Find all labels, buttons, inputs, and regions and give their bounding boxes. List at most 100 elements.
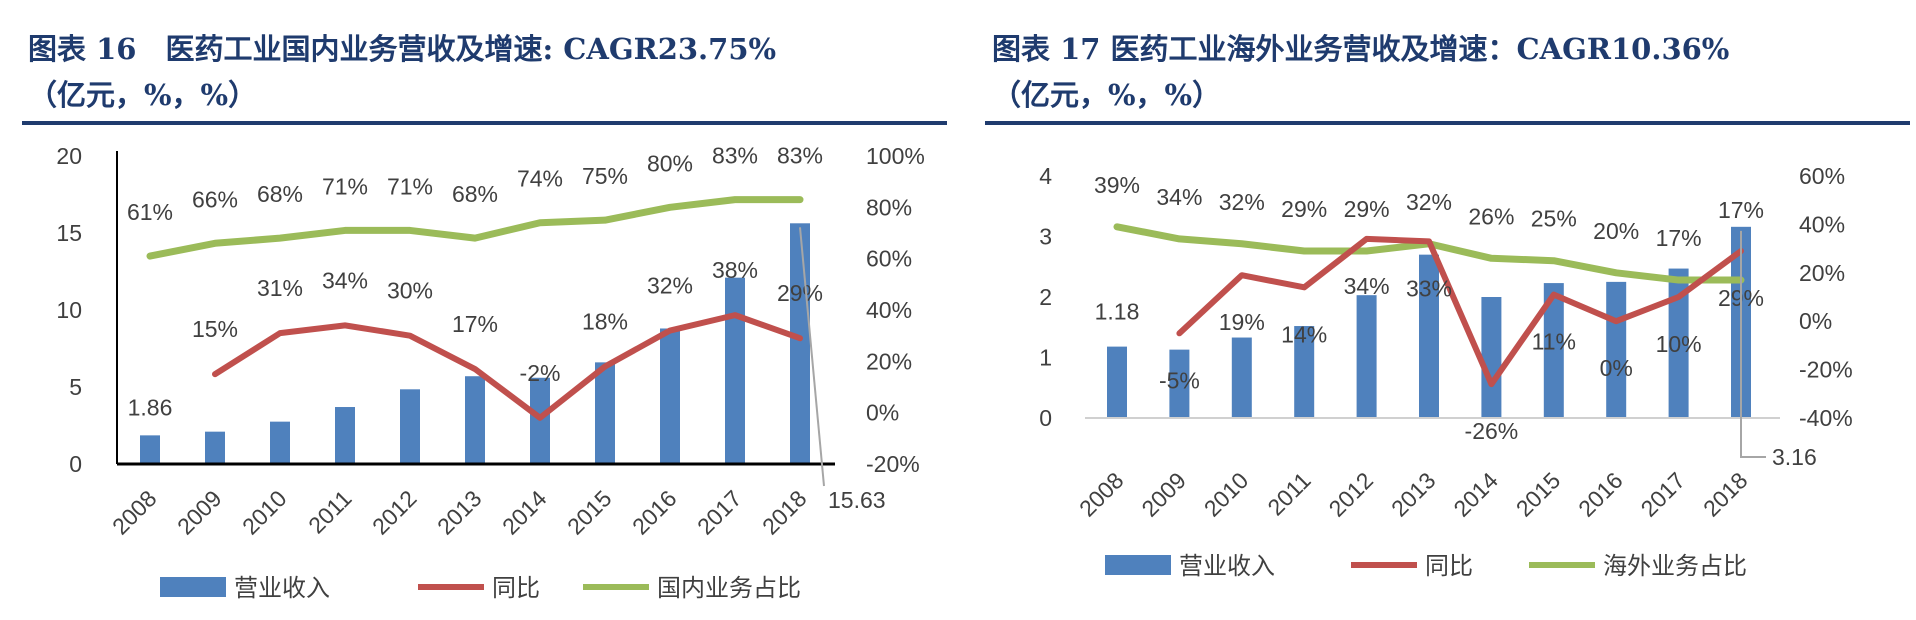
chart-17-bar-2017: [1668, 268, 1689, 418]
chart-17-title: 图表 17 医药工业海外业务营收及增速：CAGR10.36%: [992, 32, 1730, 66]
chart-17-share-label: 17%: [1656, 225, 1702, 251]
chart-17-left-tick-label: 4: [1039, 163, 1052, 189]
chart-16-share-label: 68%: [257, 181, 303, 207]
chart-16-share-label: 61%: [127, 199, 173, 225]
chart-16-bar-2009: [205, 431, 225, 464]
chart-17-yoy-label: 0%: [1600, 355, 1633, 381]
chart-17-bar-2013: [1419, 254, 1439, 418]
chart-16-left-tick-label: 10: [56, 297, 82, 323]
chart-17-x-tick-label: 2009: [1136, 467, 1191, 522]
chart-16-yoy-label: 29%: [777, 280, 823, 306]
chart-17-share-label: 39%: [1094, 172, 1140, 198]
chart-16-right-tick-label: 20%: [866, 348, 912, 374]
chart-17-right-tick-label: -40%: [1799, 405, 1853, 431]
chart-17-bar-2015: [1543, 283, 1564, 418]
chart-17-yoy-label: -26%: [1465, 418, 1519, 444]
chart-16-x-tick-label: 2012: [367, 485, 422, 540]
chart-16-yoy-label: 18%: [582, 308, 628, 334]
chart-17-left-tick-label: 0: [1039, 405, 1052, 431]
chart-16-yoy-label: 17%: [452, 311, 498, 337]
chart-17-bar-2008: [1107, 346, 1127, 418]
chart-16-x-tick-label: 2013: [432, 485, 487, 540]
chart-17-unit: （亿元，%，%）: [992, 78, 1222, 112]
chart-17-left-tick-label: 3: [1039, 224, 1052, 250]
chart-17-x-tick-label: 2008: [1074, 467, 1129, 522]
chart-16-share-line: [146, 196, 804, 260]
chart-16-share-label: 71%: [322, 173, 368, 199]
chart-16-yoy-line: [212, 312, 803, 421]
chart-17-right-tick-label: 60%: [1799, 163, 1845, 189]
chart-17-x-tick-label: 2013: [1386, 467, 1441, 522]
chart-17-x-tick-label: 2018: [1698, 467, 1753, 522]
chart-16-bar-2012: [400, 389, 420, 464]
chart-17-share-label: 32%: [1406, 189, 1452, 215]
chart-16-bar-label-first: 1.86: [128, 394, 173, 420]
chart-16-yoy-label: 32%: [647, 273, 693, 299]
chart-17-share-label: 34%: [1156, 184, 1202, 210]
chart-17-right-tick-label: -20%: [1799, 357, 1853, 383]
chart-16-legend-bar-label: 营业收入: [234, 575, 330, 602]
chart-17-yoy-label: 34%: [1344, 273, 1390, 299]
chart-17-share-label: 25%: [1531, 206, 1577, 232]
chart-17-x-tick-label: 2012: [1324, 467, 1379, 522]
chart-17-yoy-label: 14%: [1281, 321, 1327, 347]
chart-17-bar-2012: [1356, 295, 1377, 418]
chart-17-x-tick-label: 2011: [1262, 467, 1315, 520]
chart-16-x-tick-label: 2014: [497, 485, 552, 540]
chart-16-right-tick-label: 80%: [866, 194, 912, 220]
chart-17-legend-share-label: 海外业务占比: [1603, 553, 1747, 580]
chart-16-right-tick-label: -20%: [866, 451, 920, 477]
chart-17-right-tick-label: 20%: [1799, 260, 1845, 286]
chart-17-legend-bar-swatch: [1105, 555, 1171, 575]
chart-16-yoy-label: 38%: [712, 257, 758, 283]
chart-16-right-tick-label: 100%: [866, 143, 925, 169]
chart-17-left-tick-label: 1: [1039, 345, 1052, 371]
chart-16-bar-label-leader: [799, 227, 825, 487]
chart-16-share-label: 83%: [712, 143, 758, 169]
chart-17-share-label: 26%: [1468, 203, 1514, 229]
chart-16-x-tick-label: 2009: [172, 485, 227, 540]
chart-16-bar-label-last: 15.63: [828, 487, 886, 513]
chart-16-yoy-label: 15%: [192, 316, 238, 342]
chart-16-bar-2016: [660, 328, 680, 464]
chart-16-share-label: 66%: [192, 186, 238, 212]
chart-16-x-tick-label: 2015: [562, 485, 617, 540]
chart-16-x-tick-label: 2018: [757, 485, 812, 540]
chart-16-x-tick-label: 2017: [692, 485, 747, 540]
chart-16-rule: [22, 121, 947, 125]
chart-16-yoy-label: -2%: [520, 360, 561, 386]
chart-17-yoy-label: 11%: [1532, 329, 1576, 355]
chart-16-bar-2014: [530, 377, 550, 464]
chart-17-x-tick-label: 2015: [1511, 467, 1566, 522]
chart-17-x-tick-label: 2017: [1636, 467, 1691, 522]
chart-16-title: 图表 16 医药工业国内业务营收及增速: CAGR23.75%: [28, 32, 777, 66]
chart-17-bar-2014: [1481, 297, 1502, 418]
chart-16-right-tick-label: 60%: [866, 246, 912, 272]
chart-17-share-label: 20%: [1593, 218, 1639, 244]
chart-17-bar-2009: [1169, 349, 1190, 418]
chart-17-yoy-label: 10%: [1656, 331, 1702, 357]
chart-17-bar-2010: [1231, 337, 1252, 418]
chart-16-bar-2013: [465, 376, 485, 464]
chart-16-legend-bar-swatch: [160, 577, 226, 597]
chart-16-right-tick-label: 40%: [866, 297, 912, 323]
chart-17-share-label: 29%: [1281, 196, 1327, 222]
chart-16-share-label: 75%: [582, 163, 628, 189]
chart-17-share-label: 32%: [1219, 189, 1265, 215]
chart-17-x-tick-label: 2010: [1199, 467, 1254, 522]
chart-16-share-label: 68%: [452, 181, 498, 207]
chart-17-yoy-label: 19%: [1219, 309, 1265, 335]
chart-17-legend-bar-label: 营业收入: [1179, 553, 1275, 580]
chart-17-yoy-label: 33%: [1406, 275, 1452, 301]
chart-16-yoy-label: 34%: [322, 267, 368, 293]
chart-17-right-tick-label: 40%: [1799, 211, 1845, 237]
chart-17-share-label: 17%: [1718, 197, 1764, 223]
chart-17-share-label: 29%: [1344, 196, 1390, 222]
chart-16-x-tick-label: 2008: [107, 485, 162, 540]
chart-16-share-label: 83%: [777, 143, 823, 169]
chart-16-legend-share-label: 国内业务占比: [657, 575, 801, 602]
chart-17-left-tick-label: 2: [1039, 284, 1052, 310]
chart-17-right-tick-label: 0%: [1799, 308, 1832, 334]
chart-17-legend-yoy-label: 同比: [1425, 553, 1473, 580]
